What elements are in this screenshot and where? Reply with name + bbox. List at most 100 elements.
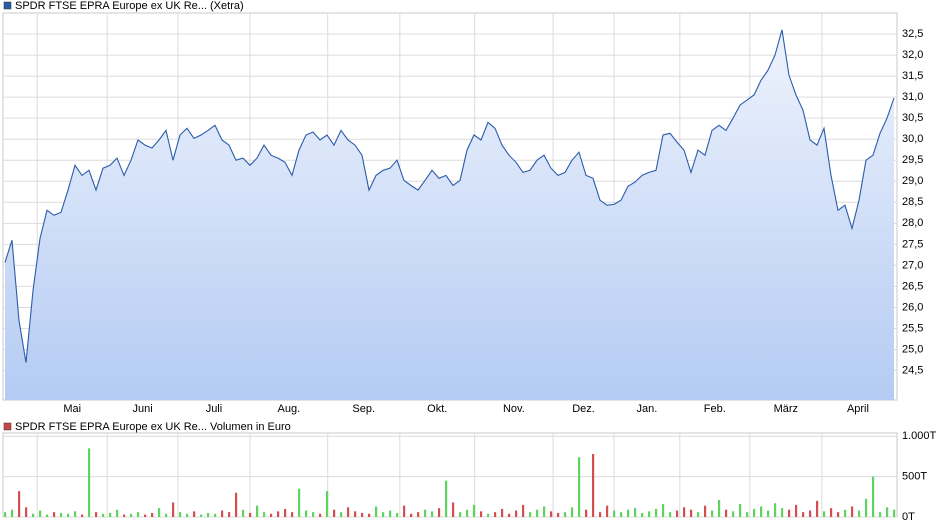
y-tick-label: 26,5 — [902, 280, 923, 292]
volume-bar — [228, 512, 231, 517]
volume-bar — [613, 510, 616, 517]
y-tick-label: 24,5 — [902, 364, 923, 376]
legend-swatch — [3, 422, 12, 431]
volume-bar — [235, 492, 238, 517]
volume-bar — [410, 513, 413, 517]
y-tick-label: 29,0 — [902, 175, 923, 187]
volume-bar — [494, 512, 497, 517]
volume-bar — [452, 502, 455, 517]
volume-bar — [872, 476, 875, 517]
volume-bar — [564, 512, 567, 517]
price-line — [4, 29, 895, 363]
x-tick-label: April — [847, 403, 869, 415]
volume-bar — [634, 508, 637, 517]
y-tick-label: 27,5 — [902, 238, 923, 250]
volume-bar — [627, 509, 630, 517]
volume-bar — [767, 510, 770, 517]
volume-bar — [158, 508, 161, 517]
volume-bar — [95, 512, 98, 517]
volume-bar — [396, 512, 399, 517]
volume-bar — [487, 513, 490, 517]
volume-bar — [270, 513, 273, 517]
volume-bar — [67, 513, 70, 517]
volume-bar — [186, 513, 189, 517]
volume-bar — [368, 513, 371, 517]
volume-bar — [732, 511, 735, 517]
volume-bar — [557, 512, 560, 517]
y-tick-label: 25,0 — [902, 343, 923, 355]
volume-bar — [648, 511, 651, 517]
volume-bar — [361, 512, 364, 517]
volume-bar — [466, 509, 469, 517]
volume-bar — [200, 514, 203, 517]
volume-bar — [165, 513, 168, 517]
volume-bar — [25, 507, 28, 517]
y-tick-label: 31,5 — [902, 70, 923, 82]
y-tick-label: 30,5 — [902, 112, 923, 124]
x-tick-label: Juni — [132, 403, 152, 415]
volume-bar — [88, 448, 91, 517]
volume-bar — [424, 509, 427, 517]
volume-bar — [536, 509, 539, 517]
y-tick-label: 25,5 — [902, 322, 923, 334]
volume-bar — [774, 503, 777, 517]
x-tick-label: Aug. — [278, 403, 301, 415]
volume-bar — [697, 512, 700, 517]
volume-bar — [354, 511, 357, 517]
y-tick-label: 31,0 — [902, 91, 923, 103]
volume-bar — [788, 509, 791, 517]
volume-bar — [263, 512, 266, 517]
volume-bar — [711, 510, 714, 517]
volume-bar — [886, 507, 889, 517]
volume-bar — [389, 510, 392, 517]
volume-bar — [333, 509, 336, 517]
volume-bar — [312, 512, 315, 517]
volume-bar — [760, 506, 763, 517]
volume-bar — [144, 514, 147, 517]
volume-bar — [655, 508, 658, 517]
volume-bar — [221, 510, 224, 517]
volume-bar — [802, 512, 805, 517]
volume-bar — [529, 512, 532, 517]
x-tick-label: Sep. — [352, 403, 375, 415]
volume-bar — [151, 512, 154, 517]
volume-bar — [431, 511, 434, 517]
x-tick-label: Nov. — [503, 403, 525, 415]
volume-bar — [403, 505, 406, 517]
volume-bar — [249, 512, 252, 517]
volume-bar — [438, 508, 441, 517]
volume-bar — [844, 509, 847, 517]
volume-bar — [375, 506, 378, 517]
volume-bar — [256, 505, 259, 517]
volume-bar — [116, 509, 119, 517]
volume-bar — [347, 507, 350, 517]
volume-bar — [753, 508, 756, 517]
volume-bar — [725, 509, 728, 517]
y-tick-label: 29,5 — [902, 154, 923, 166]
x-tick-label: Mai — [63, 403, 81, 415]
volume-bar — [515, 510, 518, 517]
x-tick-label: Dez. — [572, 403, 595, 415]
volume-bar — [683, 507, 686, 517]
volume-bar — [305, 510, 308, 517]
legend-label: SPDR FTSE EPRA Europe ex UK Re... (Xetra… — [15, 0, 244, 12]
volume-bar — [102, 513, 105, 517]
y-tick-label: 28,5 — [902, 196, 923, 208]
volume-bar — [319, 513, 322, 517]
volume-bar — [179, 512, 182, 517]
volume-bar — [823, 511, 826, 517]
volume-bar — [578, 457, 581, 517]
volume-bar — [508, 513, 511, 517]
volume-bar — [879, 512, 882, 517]
volume-bar — [746, 512, 749, 517]
volume-bar — [109, 512, 112, 517]
volume-bar — [459, 512, 462, 517]
volume-bar — [816, 500, 819, 517]
volume-bar — [172, 502, 175, 517]
volume-bar — [417, 512, 420, 517]
x-tick-label: Jan. — [637, 403, 658, 415]
volume-bar — [837, 512, 840, 517]
y-tick-label: 32,0 — [902, 49, 923, 61]
volume-bar — [893, 509, 896, 517]
